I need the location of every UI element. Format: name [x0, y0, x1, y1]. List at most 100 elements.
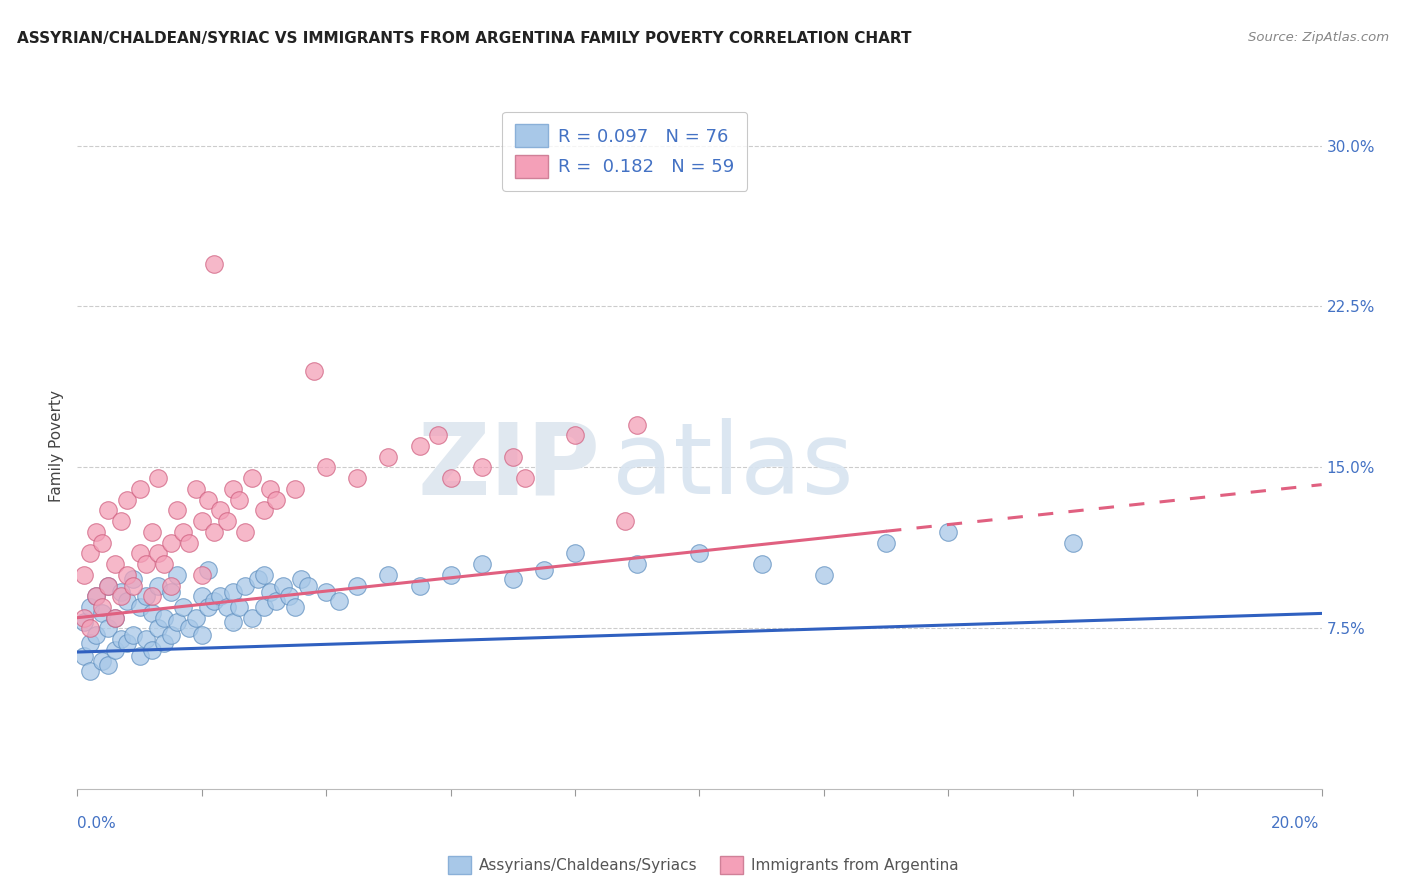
Point [110, 632, 132, 647]
Point [277, 589, 299, 603]
Point [689, 546, 711, 560]
Point [215, 599, 238, 614]
Point [284, 482, 307, 496]
Point [79, 599, 101, 614]
Point [97, 503, 120, 517]
Point [91, 599, 114, 614]
Point [91, 607, 114, 621]
Point [240, 611, 263, 625]
Point [613, 514, 636, 528]
Point [115, 567, 138, 582]
Point [148, 471, 170, 485]
Point [222, 585, 245, 599]
Text: Source: ZipAtlas.com: Source: ZipAtlas.com [1249, 31, 1389, 45]
Point [253, 503, 276, 517]
Point [141, 589, 163, 603]
Point [84, 628, 107, 642]
Point [377, 567, 399, 582]
Point [128, 546, 150, 560]
Point [228, 599, 250, 614]
Point [79, 546, 101, 560]
Point [233, 578, 256, 592]
Point [72, 615, 94, 629]
Point [1062, 535, 1084, 549]
Point [209, 589, 232, 603]
Text: atlas: atlas [613, 418, 853, 515]
Point [115, 593, 138, 607]
Point [179, 535, 201, 549]
Point [104, 611, 127, 625]
Point [135, 557, 157, 571]
Point [290, 572, 312, 586]
Point [197, 599, 219, 614]
Point [259, 482, 281, 496]
Point [408, 578, 430, 592]
Point [128, 599, 150, 614]
Point [72, 567, 94, 582]
Point [141, 524, 163, 539]
Point [110, 514, 132, 528]
Point [191, 628, 214, 642]
Point [159, 585, 181, 599]
Point [97, 578, 120, 592]
Point [166, 567, 188, 582]
Point [202, 593, 225, 607]
Point [72, 611, 94, 625]
Point [91, 535, 114, 549]
Point [128, 649, 150, 664]
Point [197, 492, 219, 507]
Point [246, 572, 269, 586]
Point [502, 450, 524, 464]
Text: ASSYRIAN/CHALDEAN/SYRIAC VS IMMIGRANTS FROM ARGENTINA FAMILY POVERTY CORRELATION: ASSYRIAN/CHALDEAN/SYRIAC VS IMMIGRANTS F… [17, 31, 911, 46]
Point [751, 557, 773, 571]
Point [191, 567, 214, 582]
Point [172, 599, 194, 614]
Point [266, 492, 288, 507]
Point [153, 557, 176, 571]
Point [84, 524, 107, 539]
Point [564, 428, 586, 442]
Point [115, 636, 138, 650]
Point [427, 428, 450, 442]
Point [502, 572, 524, 586]
Point [346, 578, 368, 592]
Point [533, 564, 555, 578]
Point [110, 585, 132, 599]
Point [938, 524, 960, 539]
Point [222, 482, 245, 496]
Point [122, 628, 145, 642]
Point [104, 643, 127, 657]
Point [228, 492, 250, 507]
Point [626, 557, 648, 571]
Point [197, 564, 219, 578]
Point [79, 636, 101, 650]
Point [377, 450, 399, 464]
Point [141, 643, 163, 657]
Point [284, 599, 307, 614]
Point [222, 615, 245, 629]
Point [408, 439, 430, 453]
Point [202, 256, 225, 270]
Point [315, 585, 337, 599]
Point [128, 482, 150, 496]
Point [302, 364, 325, 378]
Point [240, 471, 263, 485]
Point [471, 460, 494, 475]
Point [97, 657, 120, 672]
Point [184, 611, 207, 625]
Point [875, 535, 897, 549]
Point [440, 471, 463, 485]
Y-axis label: Family Poverty: Family Poverty [49, 390, 65, 502]
Point [266, 593, 288, 607]
Point [233, 524, 256, 539]
Point [191, 589, 214, 603]
Point [79, 622, 101, 636]
Point [135, 589, 157, 603]
Point [253, 567, 276, 582]
Point [141, 607, 163, 621]
Point [202, 524, 225, 539]
Point [153, 636, 176, 650]
Point [166, 615, 188, 629]
Point [215, 514, 238, 528]
Point [115, 492, 138, 507]
